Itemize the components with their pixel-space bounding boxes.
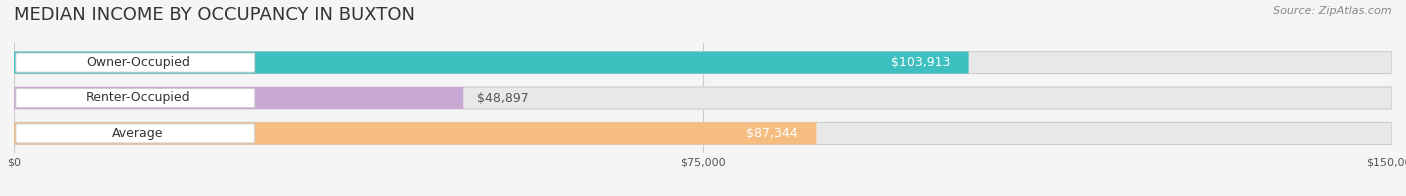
- Text: Source: ZipAtlas.com: Source: ZipAtlas.com: [1274, 6, 1392, 16]
- Text: $103,913: $103,913: [891, 56, 950, 69]
- FancyBboxPatch shape: [14, 122, 1392, 144]
- Text: Owner-Occupied: Owner-Occupied: [86, 56, 190, 69]
- FancyBboxPatch shape: [14, 87, 1392, 109]
- FancyBboxPatch shape: [15, 88, 254, 108]
- Text: MEDIAN INCOME BY OCCUPANCY IN BUXTON: MEDIAN INCOME BY OCCUPANCY IN BUXTON: [14, 6, 415, 24]
- Text: Average: Average: [112, 127, 165, 140]
- FancyBboxPatch shape: [15, 124, 254, 143]
- FancyBboxPatch shape: [15, 53, 254, 72]
- Text: $87,344: $87,344: [747, 127, 799, 140]
- Text: Renter-Occupied: Renter-Occupied: [86, 92, 190, 104]
- FancyBboxPatch shape: [14, 52, 1392, 74]
- FancyBboxPatch shape: [14, 52, 969, 74]
- FancyBboxPatch shape: [14, 122, 817, 144]
- Text: $48,897: $48,897: [477, 92, 529, 104]
- FancyBboxPatch shape: [14, 87, 463, 109]
